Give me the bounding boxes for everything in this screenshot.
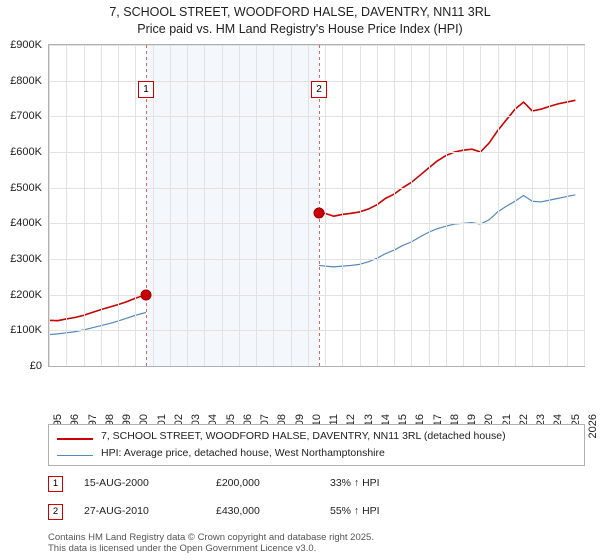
footer-line1: Contains HM Land Registry data © Crown c…	[48, 532, 374, 543]
y-tick-label: £300K	[10, 253, 42, 265]
transaction-price: £200,000	[216, 477, 260, 489]
marker-flag[interactable]: 1	[137, 81, 154, 98]
transaction-row[interactable]: 1 15-AUG-2000 £200,000 33% ↑ HPI	[48, 476, 585, 492]
chart-title-line2: Price paid vs. HM Land Registry's House …	[137, 22, 463, 36]
legend-swatch-0	[57, 438, 93, 440]
price-marker[interactable]	[140, 289, 152, 301]
y-tick-label: £200K	[10, 288, 42, 301]
y-tick-label: £500K	[10, 181, 42, 194]
transaction-index: 1	[48, 476, 63, 492]
marker-flag[interactable]: 2	[311, 81, 328, 98]
legend-label-1: HPI: Average price, detached house, West…	[101, 447, 385, 459]
y-tick-label: £800K	[10, 74, 42, 87]
marker-vline	[319, 45, 321, 366]
y-axis-labels: £0 £100K £200K £300K £400K £500K £600K £700K £80…	[0, 39, 46, 372]
y-tick-label: £0	[29, 360, 42, 372]
y-tick-label: £600K	[10, 146, 42, 158]
transaction-date: 27-AUG-2010	[84, 505, 149, 517]
footer-line2: This data is licensed under the Open Gov…	[48, 543, 317, 554]
legend-swatch-1	[57, 455, 93, 456]
legend-label-0: 7, SCHOOL STREET, WOODFORD HALSE, DAVENT…	[101, 430, 506, 442]
price-marker[interactable]	[313, 207, 325, 219]
x-tick-label: 2026	[587, 414, 599, 439]
y-tick-label: £900K	[10, 39, 42, 51]
y-tick-label: £100K	[10, 324, 42, 337]
transaction-date: 15-AUG-2000	[84, 477, 149, 489]
x-axis-labels: 1995199619971998199920002001200220032004…	[48, 370, 599, 438]
y-tick-label: £700K	[10, 110, 42, 123]
chart-legend: 7, SCHOOL STREET, WOODFORD HALSE, DAVENT…	[48, 424, 585, 466]
highlight-band	[145, 45, 320, 366]
transaction-row[interactable]: 2 27-AUG-2010 £430,000 55% ↑ HPI	[48, 504, 585, 520]
transaction-hpi-delta: 33% ↑ HPI	[330, 477, 380, 489]
chart-title-line1: 7, SCHOOL STREET, WOODFORD HALSE, DAVENT…	[109, 5, 491, 19]
marker-vline	[145, 45, 147, 366]
transaction-index: 2	[48, 504, 63, 520]
transaction-price: £430,000	[216, 505, 260, 517]
y-tick-label: £400K	[10, 217, 42, 230]
transaction-hpi-delta: 55% ↑ HPI	[330, 505, 380, 517]
